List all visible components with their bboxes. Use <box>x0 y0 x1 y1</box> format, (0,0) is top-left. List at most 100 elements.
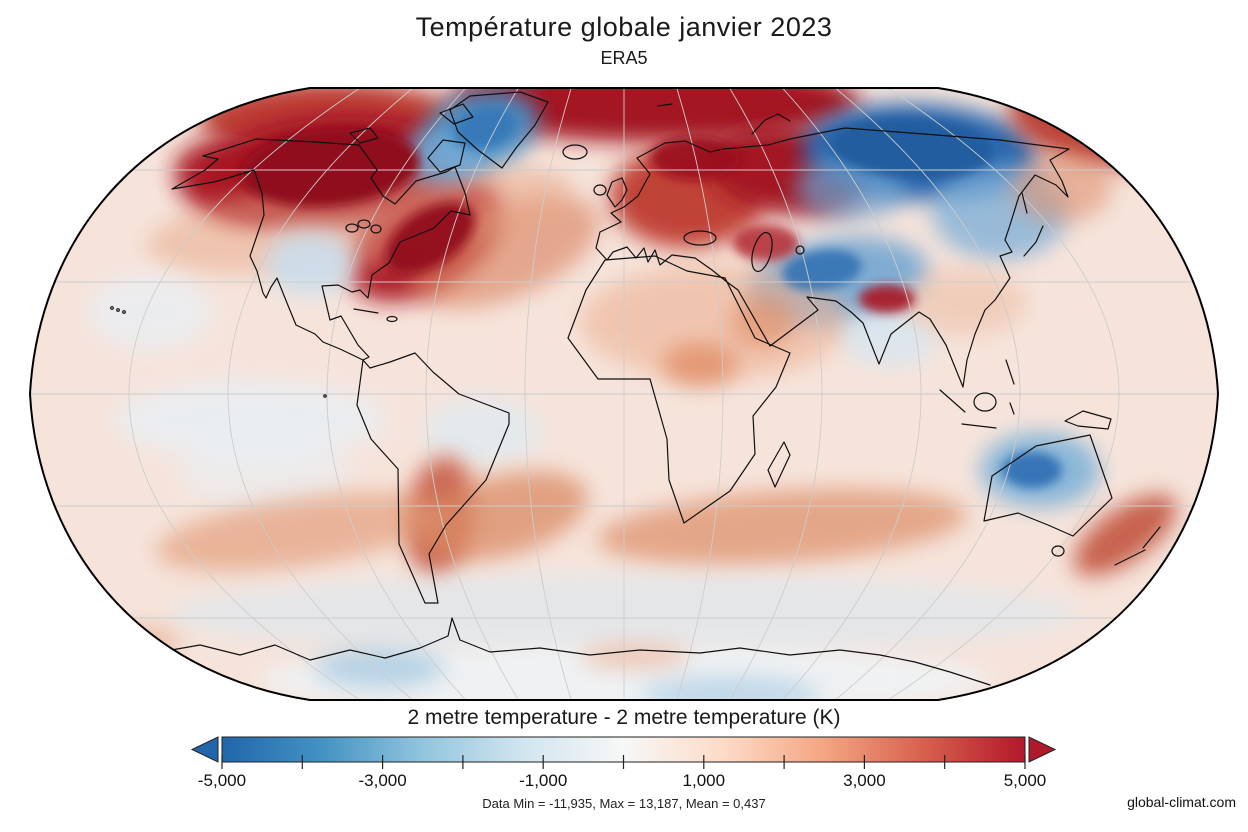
coast-hawaii <box>110 306 114 310</box>
coast-cuba <box>353 308 379 314</box>
anomaly-tibet-warm-spot <box>859 285 915 313</box>
coast-small-island <box>323 394 327 398</box>
anomaly-north-atlantic-warm <box>410 195 600 309</box>
coast-japan <box>1023 225 1044 257</box>
graticule-meridian <box>887 88 1120 700</box>
anomaly-peru-current-cool <box>180 434 350 510</box>
data-stats: Data Min = -11,935, Max = 13,187, Mean =… <box>482 796 766 811</box>
coast-caspian-sea <box>751 231 773 273</box>
anomaly-central-africa-warm-core <box>662 343 738 387</box>
graticule-meridian <box>425 88 519 700</box>
coast-novaya-zemlya <box>751 113 791 135</box>
coast-tasmania <box>1051 545 1065 557</box>
anomaly-northeast-america-core <box>385 202 475 274</box>
coast-sulawesi <box>1009 402 1015 415</box>
graticule-meridian <box>729 88 823 700</box>
anomaly-siberia-cold-core <box>830 117 994 179</box>
coast-sakhalin <box>1021 192 1028 214</box>
colorbar-label: 2 metre temperature - 2 metre temperatur… <box>407 706 841 729</box>
colorbar-left-arrow <box>190 736 219 763</box>
coast-ireland <box>593 184 607 196</box>
coast-hawaii <box>116 308 120 312</box>
anomaly-australia-cool-core <box>1002 452 1062 488</box>
anomaly-sahara-mideast-warm <box>580 264 850 380</box>
anomaly-amazon-cool <box>424 398 540 466</box>
colorbar-tick-label: -3,000 <box>358 771 406 790</box>
coast-great-lake <box>370 224 382 234</box>
coast-africa <box>567 255 791 524</box>
coast-ellesmere-island <box>439 103 474 125</box>
anomaly-antarctic-cool-2 <box>640 676 820 700</box>
anomaly-layer-core <box>240 106 1062 488</box>
coast-eurasia <box>595 127 1070 388</box>
graticule-meridian <box>782 88 922 700</box>
anomaly-kamchatka-warm <box>1012 154 1112 222</box>
coastlines <box>109 91 1161 686</box>
anomaly-caucasus-warm-spot <box>733 225 799 261</box>
anomaly-equatorial-pacific-cool-1 <box>115 380 385 460</box>
coast-great-lake <box>357 219 371 229</box>
anomaly-antarctic-cool-1 <box>315 648 445 688</box>
anomaly-arabia-warm-core <box>730 296 794 348</box>
coast-aral-sea <box>795 245 805 255</box>
graticule-meridian <box>676 88 724 700</box>
coast-north-america <box>171 138 471 361</box>
coast-south-america <box>356 352 510 604</box>
anomaly-south-atlantic-warm <box>416 471 588 561</box>
coast-black-sea <box>683 230 717 246</box>
graticule-meridian <box>834 88 1021 700</box>
anomaly-new-zealand-warm <box>1073 494 1177 576</box>
graticule-meridian <box>326 88 466 700</box>
colorbar-tick-label: 3,000 <box>843 771 886 790</box>
coast-great-lake <box>345 223 359 233</box>
anomaly-equatorial-pacific-cool-2 <box>88 274 212 350</box>
coast-madagascar <box>767 441 791 488</box>
colorbar-tick-labels: -5,000 -3,000 -1,000 1,000 3,000 5,000 <box>198 771 1046 790</box>
coast-java <box>961 423 997 429</box>
anomaly-antarctic-warm-1 <box>580 643 690 669</box>
colorbar-ticks <box>221 755 1026 769</box>
colorbar-tick-label: 5,000 <box>1004 771 1047 790</box>
coast-sumatra <box>939 389 966 413</box>
coast-borneo <box>973 392 997 412</box>
anomaly-antarctic-warm-2 <box>100 627 180 657</box>
coast-iceland <box>562 144 588 160</box>
coast-svalbard <box>657 103 673 107</box>
map-outline <box>28 87 1220 701</box>
graticule-lines <box>30 88 1218 700</box>
coast-australia <box>983 434 1113 537</box>
anomaly-china-warm <box>903 268 1027 336</box>
coast-united-kingdom <box>606 177 628 208</box>
anomaly-canada-warm-core <box>240 129 420 207</box>
colorbar-right-arrow <box>1028 736 1057 763</box>
coast-new-zealand-south <box>1114 549 1146 566</box>
coast-philippines <box>1005 359 1015 385</box>
coast-hispaniola <box>386 315 398 323</box>
page-subtitle: ERA5 <box>600 48 648 68</box>
anomaly-greenland-cool-core <box>453 106 517 150</box>
anomaly-polar-cap-warm <box>450 88 860 142</box>
coast-victoria-island <box>349 127 379 144</box>
colorbar-tick-label: -1,000 <box>519 771 567 790</box>
graticule-meridian <box>227 88 414 700</box>
map-clip-group <box>30 88 1218 700</box>
page-title: Température globale janvier 2023 <box>415 12 833 42</box>
anomaly-south-indian-warm-band <box>597 488 967 566</box>
anomaly-us-west-cool <box>265 231 355 295</box>
coast-new-guinea <box>1064 410 1112 430</box>
colorbar: -5,000 -3,000 -1,000 1,000 3,000 5,000 <box>190 736 1057 790</box>
coast-new-zealand-north <box>1142 526 1161 549</box>
coast-antarctica <box>109 617 991 686</box>
colorbar-tick-label: -5,000 <box>198 771 246 790</box>
coast-hawaii <box>122 310 126 314</box>
coast-baffin-island <box>427 139 466 173</box>
anomaly-scandinavia-warm-core <box>650 136 740 180</box>
credit-watermark: global-climat.com <box>1127 794 1236 810</box>
colorbar-tick-label: 1,000 <box>683 771 726 790</box>
graticule-meridian <box>128 88 361 700</box>
anomaly-baffin-cool <box>400 133 480 183</box>
coast-greenland <box>449 91 549 169</box>
anomaly-south-atlantic-west-warm <box>156 492 444 572</box>
